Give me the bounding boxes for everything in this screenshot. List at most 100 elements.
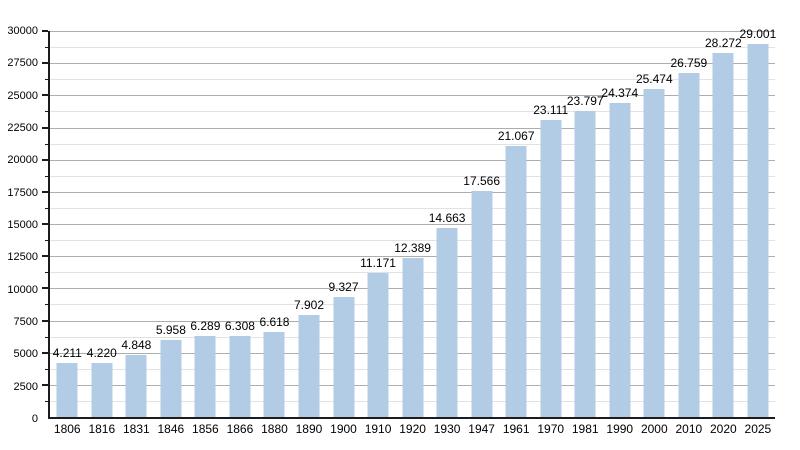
x-axis-year-label: 1920 xyxy=(399,422,426,436)
x-axis-year-label: 1831 xyxy=(122,422,150,436)
gridline-minor xyxy=(50,79,775,81)
bar xyxy=(333,297,355,417)
bar-value-label: 17.566 xyxy=(463,173,500,188)
y-axis-tick-major xyxy=(42,223,48,225)
bar-slot: 21.067 1961 xyxy=(497,31,535,435)
y-axis-tick-label: 2500 xyxy=(13,380,38,393)
y-axis-tick-minor xyxy=(45,240,48,242)
x-axis-year-label: 1846 xyxy=(157,422,185,436)
bar xyxy=(436,228,458,417)
x-axis-year-label: 1900 xyxy=(330,422,357,436)
x-axis-year-label: 1990 xyxy=(606,422,634,436)
y-axis-tick-label: 0 xyxy=(31,413,38,425)
y-axis-tick-major xyxy=(42,94,48,97)
y-axis-tick-major xyxy=(42,383,48,386)
gridline-major xyxy=(50,159,775,161)
bar-slot: 11.171 1910 xyxy=(360,31,396,436)
bar-slot: 24.374 1990 xyxy=(601,31,639,436)
gridline-major xyxy=(50,256,775,258)
bar-slot: 23.111 1970 xyxy=(533,31,568,435)
gridline-major xyxy=(50,31,775,32)
gridline-major xyxy=(50,95,775,97)
y-axis-tick-major xyxy=(42,319,48,322)
bar-slot: 12.389 1920 xyxy=(394,31,431,435)
bar-value-label: 24.374 xyxy=(601,86,639,101)
y-axis-tick-major xyxy=(42,126,48,129)
y-axis-tick-label: 15000 xyxy=(7,219,38,231)
gridline-major xyxy=(50,127,775,129)
y-axis-tick-label: 12500 xyxy=(7,251,38,264)
bar-slot: 28.272 2020 xyxy=(705,31,742,436)
x-axis-year-label: 2025 xyxy=(744,422,772,436)
bar-series: 4.211 1806 4.220 1816 4.848 1831 5.958 1… xyxy=(50,27,777,436)
y-axis-tick-label: 10000 xyxy=(7,283,38,296)
bar xyxy=(229,335,251,417)
bar xyxy=(471,190,493,417)
bar xyxy=(574,110,596,417)
bar-slot: 9.327 1900 xyxy=(326,31,361,436)
y-axis-tick-label: 27500 xyxy=(7,57,38,70)
y-axis-tick-minor xyxy=(45,143,48,145)
y-axis-tick-label: 20000 xyxy=(7,154,38,167)
y-axis-tick-minor xyxy=(45,47,48,49)
gridline-minor xyxy=(50,175,775,177)
bar-value-label: 5.958 xyxy=(155,323,186,338)
y-axis-tick-major xyxy=(42,287,48,290)
bar xyxy=(402,257,424,417)
bar-slot: 17.566 1947 xyxy=(463,31,500,435)
bar-slot: 7.902 1890 xyxy=(292,31,327,436)
bar xyxy=(91,362,113,417)
bar-value-label: 23.797 xyxy=(566,93,604,108)
bar xyxy=(609,103,631,417)
bar-slot: 6.289 1856 xyxy=(188,31,223,436)
y-axis-tick-minor xyxy=(45,79,48,81)
y-axis-tick-major xyxy=(42,158,48,161)
x-axis-year-label: 2010 xyxy=(675,422,703,436)
bar xyxy=(160,340,182,417)
y-axis-tick-label: 25000 xyxy=(7,89,38,102)
y-axis-tick-label: 30000 xyxy=(7,25,38,37)
y-axis-tick-major xyxy=(42,30,48,32)
bar-value-label: 6.289 xyxy=(190,319,221,334)
bar xyxy=(194,336,216,417)
y-axis-tick-label: 7500 xyxy=(13,316,38,328)
gridline-major xyxy=(50,224,775,225)
x-axis-year-label: 1856 xyxy=(192,422,219,436)
bar xyxy=(263,331,285,417)
x-axis-year-label: 1910 xyxy=(364,422,392,436)
y-axis-tick-minor xyxy=(45,272,48,274)
bar-slot: 26.759 2010 xyxy=(670,31,707,435)
gridline-minor xyxy=(50,111,775,113)
bar-value-label: 6.308 xyxy=(224,318,255,333)
y-axis-tick-minor xyxy=(45,207,48,209)
bar-value-label: 11.171 xyxy=(360,256,396,271)
plot-area: 4.211 1806 4.220 1816 4.848 1831 5.958 1… xyxy=(42,27,777,436)
x-axis-year-label: 2000 xyxy=(640,422,668,436)
bar-value-label: 4.848 xyxy=(121,337,152,352)
bar xyxy=(298,315,320,417)
bar-slot: 29.001 2025 xyxy=(740,27,777,435)
y-axis-tick-major xyxy=(42,255,48,258)
y-axis-tick-minor xyxy=(45,336,48,338)
bar-value-label: 14.663 xyxy=(428,211,466,226)
bar-slot: 5.958 1846 xyxy=(154,31,189,436)
x-axis-year-label: 1930 xyxy=(433,422,461,436)
bar-slot: 6.308 1866 xyxy=(223,31,258,435)
bar-slot: 14.663 1930 xyxy=(428,31,466,436)
bar xyxy=(678,72,700,417)
gridline-minor xyxy=(50,47,775,49)
y-axis-tick-label: 5000 xyxy=(13,348,38,361)
bar-slot: 23.797 1981 xyxy=(566,31,604,435)
y-axis-tick-major xyxy=(42,351,48,354)
bar-slot: 6.618 1880 xyxy=(257,31,292,435)
bar xyxy=(56,362,78,417)
bar-slot: 25.474 2000 xyxy=(636,31,673,436)
y-axis-tick-minor xyxy=(45,400,48,402)
bar xyxy=(643,89,665,417)
bar-value-label: 21.067 xyxy=(497,128,535,143)
x-axis-year-label: 1981 xyxy=(571,422,599,436)
y-axis-tick-minor xyxy=(45,304,48,306)
y-axis-tick-label: 17500 xyxy=(7,186,38,199)
y-axis-tick-label: 22500 xyxy=(7,122,38,134)
y-axis-tick-major xyxy=(42,62,48,65)
